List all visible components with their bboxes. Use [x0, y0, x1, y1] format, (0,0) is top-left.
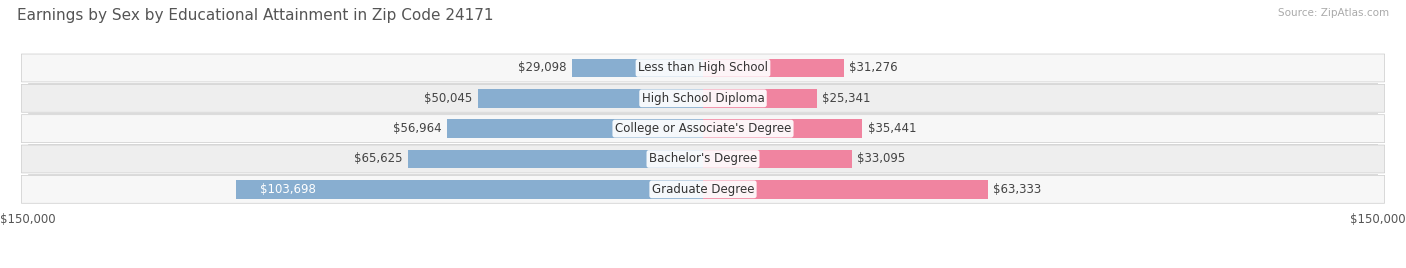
Text: $25,341: $25,341	[823, 92, 870, 105]
Text: $29,098: $29,098	[519, 61, 567, 75]
Text: Less than High School: Less than High School	[638, 61, 768, 75]
FancyBboxPatch shape	[21, 115, 1385, 143]
Text: $103,698: $103,698	[260, 183, 315, 196]
Bar	[703, 119, 862, 138]
Text: Source: ZipAtlas.com: Source: ZipAtlas.com	[1278, 8, 1389, 18]
Bar	[703, 180, 988, 199]
Bar	[703, 58, 844, 77]
Text: $33,095: $33,095	[858, 152, 905, 165]
Text: Graduate Degree: Graduate Degree	[652, 183, 754, 196]
Bar	[408, 150, 703, 168]
Text: College or Associate's Degree: College or Associate's Degree	[614, 122, 792, 135]
Text: High School Diploma: High School Diploma	[641, 92, 765, 105]
FancyBboxPatch shape	[21, 175, 1385, 203]
Text: $35,441: $35,441	[868, 122, 917, 135]
Bar	[478, 89, 703, 108]
FancyBboxPatch shape	[21, 84, 1385, 112]
FancyBboxPatch shape	[21, 54, 1385, 82]
Text: $50,045: $50,045	[425, 92, 472, 105]
Text: Bachelor's Degree: Bachelor's Degree	[650, 152, 756, 165]
Text: $31,276: $31,276	[849, 61, 898, 75]
Bar	[703, 150, 852, 168]
Bar	[572, 58, 703, 77]
Text: Earnings by Sex by Educational Attainment in Zip Code 24171: Earnings by Sex by Educational Attainmen…	[17, 8, 494, 23]
Text: $65,625: $65,625	[354, 152, 402, 165]
Text: $56,964: $56,964	[392, 122, 441, 135]
Text: $63,333: $63,333	[994, 183, 1042, 196]
FancyBboxPatch shape	[21, 145, 1385, 173]
Bar	[236, 180, 703, 199]
Bar	[703, 89, 817, 108]
Bar	[447, 119, 703, 138]
